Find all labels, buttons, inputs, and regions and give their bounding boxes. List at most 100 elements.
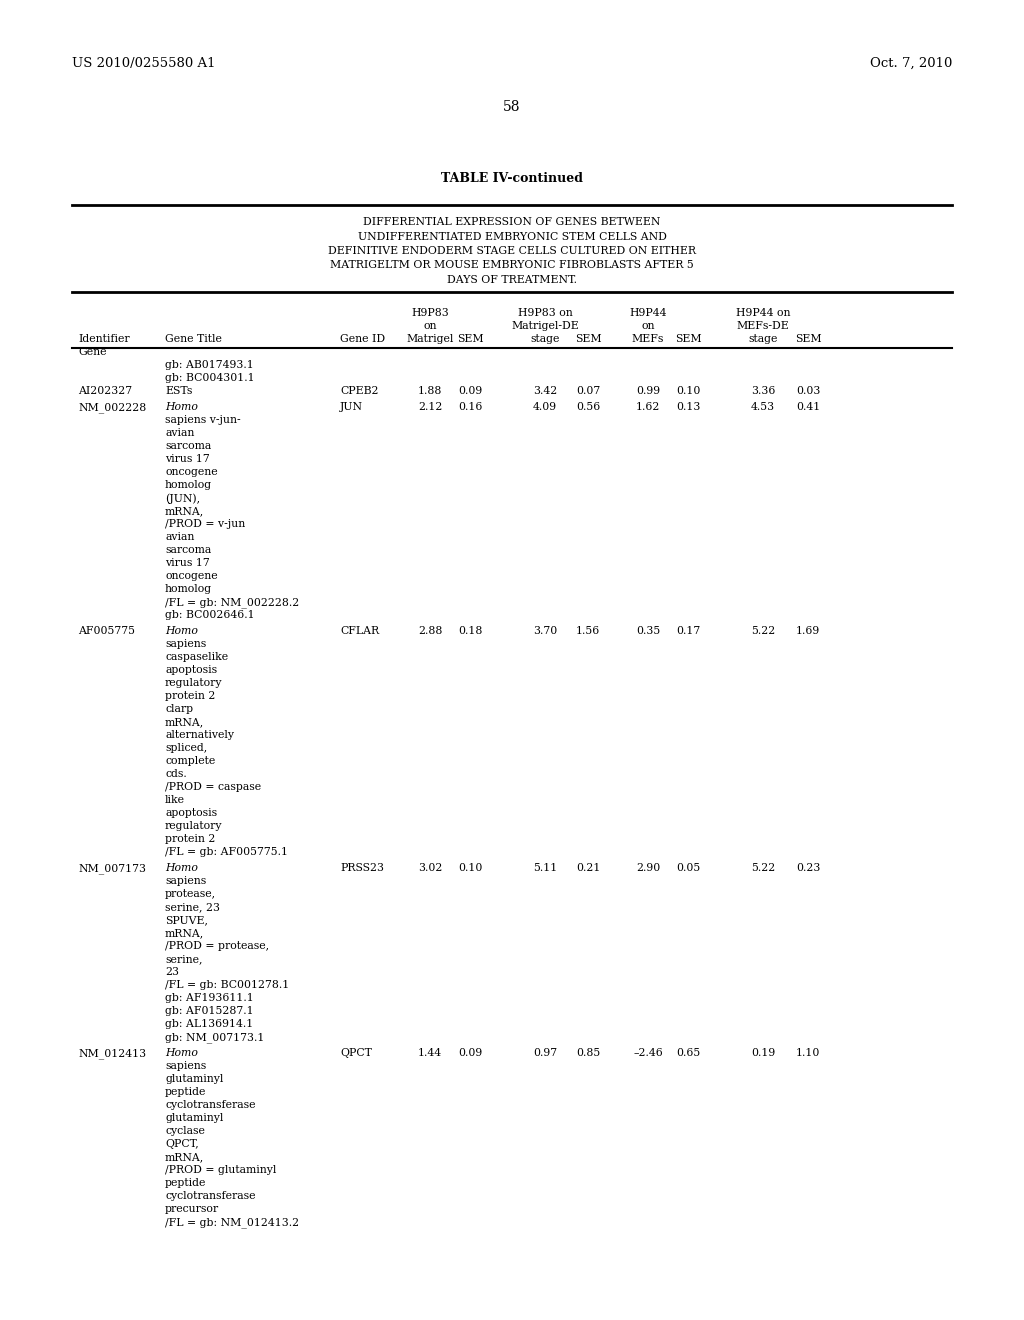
Text: 1.56: 1.56 <box>575 626 600 636</box>
Text: sapiens: sapiens <box>165 1061 206 1071</box>
Text: 0.21: 0.21 <box>575 863 600 873</box>
Text: 0.13: 0.13 <box>676 403 700 412</box>
Text: 2.12: 2.12 <box>418 403 442 412</box>
Text: 0.09: 0.09 <box>458 1048 482 1059</box>
Text: 1.10: 1.10 <box>796 1048 820 1059</box>
Text: MEFs: MEFs <box>632 334 665 345</box>
Text: serine,: serine, <box>165 954 203 964</box>
Text: TABLE IV-continued: TABLE IV-continued <box>441 172 583 185</box>
Text: DEFINITIVE ENDODERM STAGE CELLS CULTURED ON EITHER: DEFINITIVE ENDODERM STAGE CELLS CULTURED… <box>328 246 696 256</box>
Text: 0.41: 0.41 <box>796 403 820 412</box>
Text: 3.02: 3.02 <box>418 863 442 873</box>
Text: PRSS23: PRSS23 <box>340 863 384 873</box>
Text: on: on <box>423 321 437 331</box>
Text: MEFs-DE: MEFs-DE <box>736 321 790 331</box>
Text: 0.97: 0.97 <box>532 1048 557 1059</box>
Text: gb: AF193611.1: gb: AF193611.1 <box>165 993 254 1003</box>
Text: Gene ID: Gene ID <box>340 334 385 345</box>
Text: H9P83 on: H9P83 on <box>517 308 572 318</box>
Text: gb: NM_007173.1: gb: NM_007173.1 <box>165 1032 264 1043</box>
Text: mRNA,: mRNA, <box>165 506 204 516</box>
Text: caspaselike: caspaselike <box>165 652 228 663</box>
Text: 0.56: 0.56 <box>575 403 600 412</box>
Text: 0.18: 0.18 <box>458 626 482 636</box>
Text: 0.19: 0.19 <box>751 1048 775 1059</box>
Text: virus 17: virus 17 <box>165 454 210 465</box>
Text: protein 2: protein 2 <box>165 690 215 701</box>
Text: 4.53: 4.53 <box>751 403 775 412</box>
Text: homolog: homolog <box>165 583 212 594</box>
Text: QPCT: QPCT <box>340 1048 372 1059</box>
Text: 0.23: 0.23 <box>796 863 820 873</box>
Text: CPEB2: CPEB2 <box>340 385 379 396</box>
Text: 58: 58 <box>503 100 521 114</box>
Text: 0.05: 0.05 <box>676 863 700 873</box>
Text: 3.42: 3.42 <box>532 385 557 396</box>
Text: CFLAR: CFLAR <box>340 626 379 636</box>
Text: peptide: peptide <box>165 1177 207 1188</box>
Text: 0.10: 0.10 <box>458 863 482 873</box>
Text: 1.44: 1.44 <box>418 1048 442 1059</box>
Text: AF005775: AF005775 <box>78 626 135 636</box>
Text: Homo: Homo <box>165 626 198 636</box>
Text: /FL = gb: AF005775.1: /FL = gb: AF005775.1 <box>165 847 288 857</box>
Text: /FL = gb: BC001278.1: /FL = gb: BC001278.1 <box>165 979 289 990</box>
Text: SEM: SEM <box>457 334 483 345</box>
Text: 0.10: 0.10 <box>676 385 700 396</box>
Text: /PROD = protease,: /PROD = protease, <box>165 941 269 950</box>
Text: Matrigel-DE: Matrigel-DE <box>511 321 579 331</box>
Text: gb: AF015287.1: gb: AF015287.1 <box>165 1006 254 1016</box>
Text: peptide: peptide <box>165 1086 207 1097</box>
Text: (JUN),: (JUN), <box>165 492 200 503</box>
Text: on: on <box>641 321 654 331</box>
Text: /FL = gb: NM_002228.2: /FL = gb: NM_002228.2 <box>165 597 299 607</box>
Text: cds.: cds. <box>165 770 186 779</box>
Text: /PROD = glutaminyl: /PROD = glutaminyl <box>165 1166 276 1175</box>
Text: virus 17: virus 17 <box>165 558 210 568</box>
Text: 1.69: 1.69 <box>796 626 820 636</box>
Text: stage: stage <box>530 334 560 345</box>
Text: MATRIGELTM OR MOUSE EMBRYONIC FIBROBLASTS AFTER 5: MATRIGELTM OR MOUSE EMBRYONIC FIBROBLAST… <box>330 260 694 271</box>
Text: cyclase: cyclase <box>165 1126 205 1137</box>
Text: mRNA,: mRNA, <box>165 928 204 939</box>
Text: regulatory: regulatory <box>165 821 222 832</box>
Text: JUN: JUN <box>340 403 362 412</box>
Text: cyclotransferase: cyclotransferase <box>165 1191 256 1201</box>
Text: Homo: Homo <box>165 403 198 412</box>
Text: 0.99: 0.99 <box>636 385 660 396</box>
Text: regulatory: regulatory <box>165 678 222 688</box>
Text: SEM: SEM <box>795 334 821 345</box>
Text: QPCT,: QPCT, <box>165 1139 199 1148</box>
Text: cyclotransferase: cyclotransferase <box>165 1100 256 1110</box>
Text: Gene Title: Gene Title <box>165 334 222 345</box>
Text: 0.65: 0.65 <box>676 1048 700 1059</box>
Text: UNDIFFERENTIATED EMBRYONIC STEM CELLS AND: UNDIFFERENTIATED EMBRYONIC STEM CELLS AN… <box>357 231 667 242</box>
Text: apoptosis: apoptosis <box>165 808 217 818</box>
Text: apoptosis: apoptosis <box>165 665 217 675</box>
Text: Gene: Gene <box>78 347 106 356</box>
Text: US 2010/0255580 A1: US 2010/0255580 A1 <box>72 57 215 70</box>
Text: H9P44: H9P44 <box>630 308 667 318</box>
Text: /PROD = v-jun: /PROD = v-jun <box>165 519 246 529</box>
Text: like: like <box>165 795 185 805</box>
Text: SEM: SEM <box>574 334 601 345</box>
Text: 3.70: 3.70 <box>532 626 557 636</box>
Text: NM_007173: NM_007173 <box>78 863 146 874</box>
Text: Homo: Homo <box>165 1048 198 1059</box>
Text: oncogene: oncogene <box>165 467 218 477</box>
Text: 1.88: 1.88 <box>418 385 442 396</box>
Text: 0.03: 0.03 <box>796 385 820 396</box>
Text: NM_002228: NM_002228 <box>78 403 146 413</box>
Text: sarcoma: sarcoma <box>165 545 211 554</box>
Text: stage: stage <box>749 334 777 345</box>
Text: serine, 23: serine, 23 <box>165 902 220 912</box>
Text: 0.07: 0.07 <box>575 385 600 396</box>
Text: sarcoma: sarcoma <box>165 441 211 451</box>
Text: protein 2: protein 2 <box>165 834 215 843</box>
Text: H9P83: H9P83 <box>411 308 449 318</box>
Text: gb: AB017493.1: gb: AB017493.1 <box>165 360 254 370</box>
Text: 5.11: 5.11 <box>532 863 557 873</box>
Text: 0.85: 0.85 <box>575 1048 600 1059</box>
Text: avian: avian <box>165 532 195 543</box>
Text: mRNA,: mRNA, <box>165 717 204 727</box>
